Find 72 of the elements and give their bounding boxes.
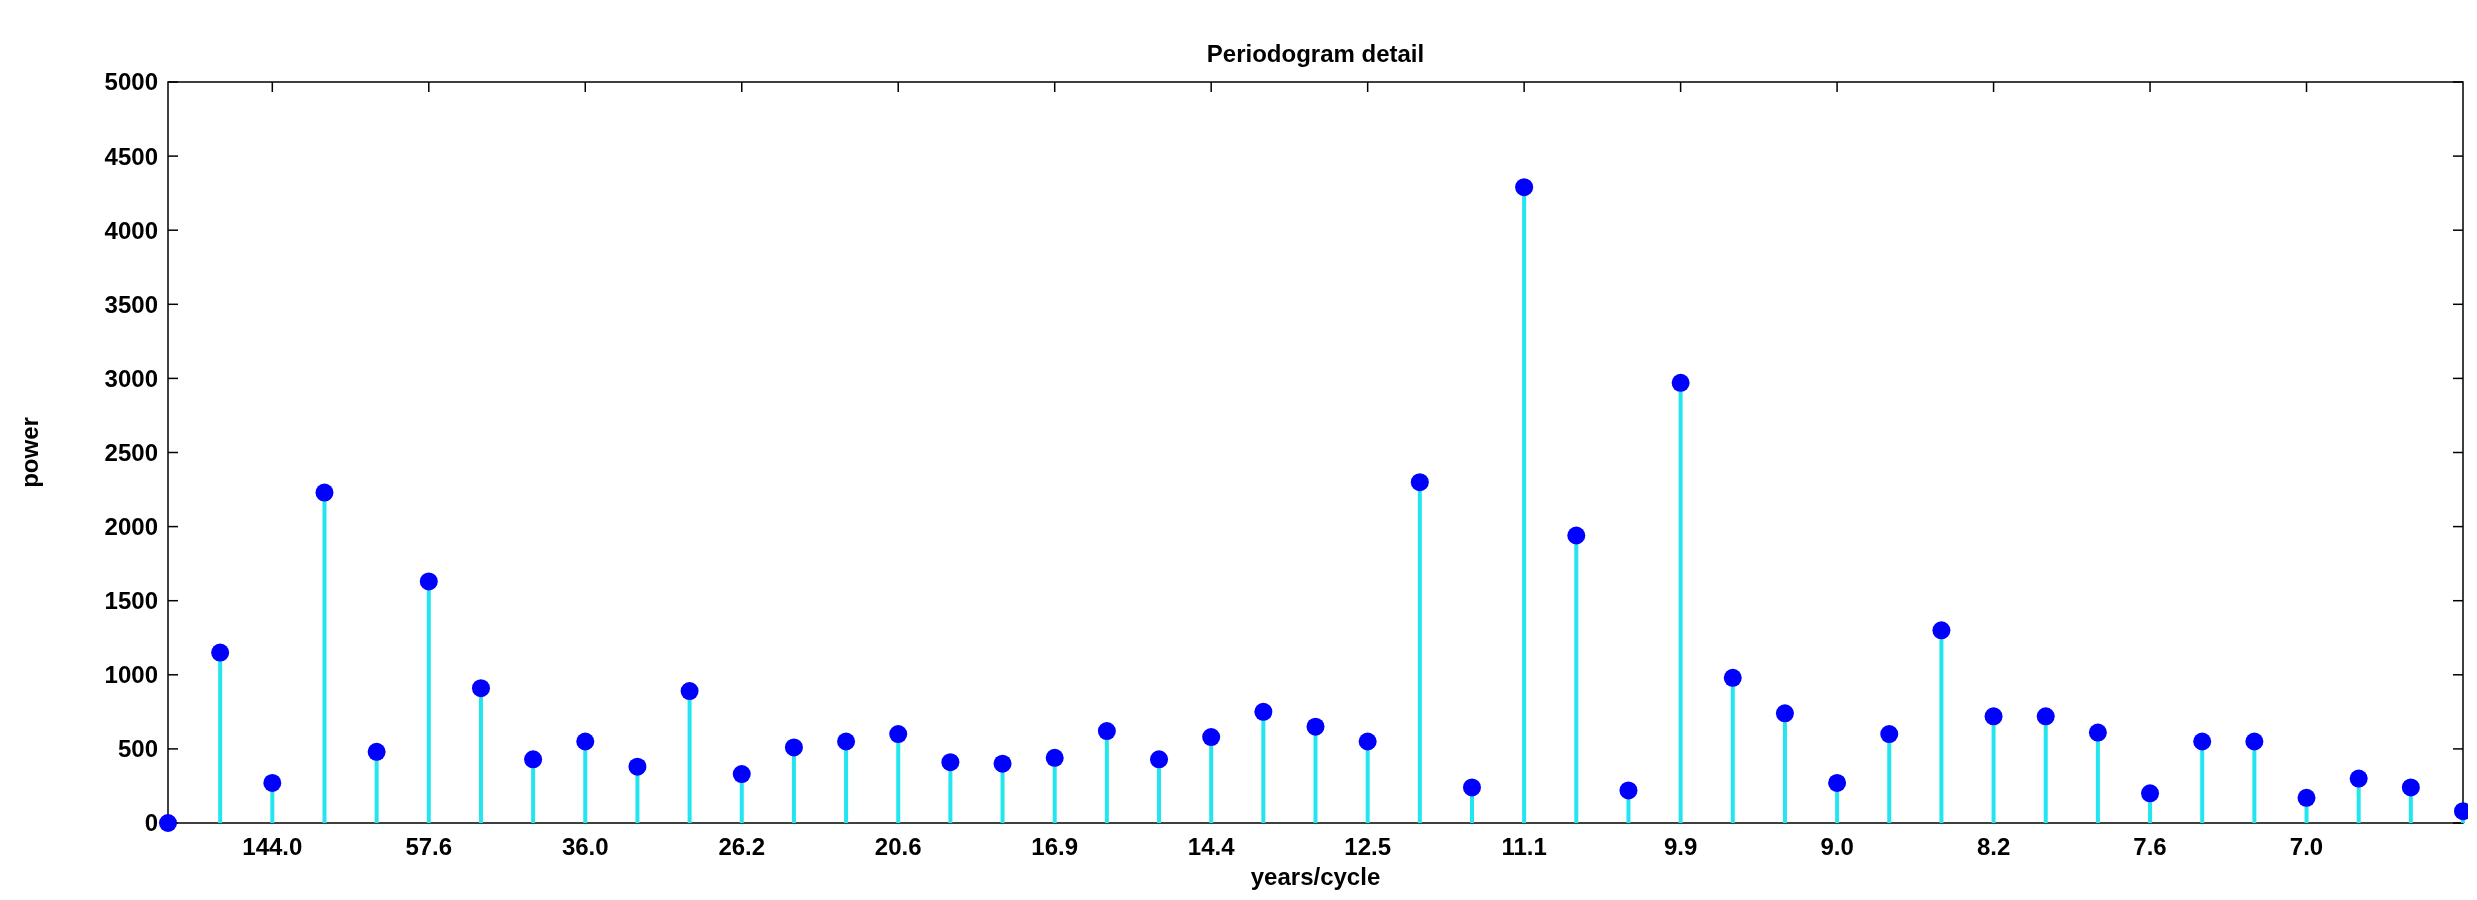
y-tick-label: 2000 [104,513,158,540]
point [1828,773,1847,792]
x-tick-label: 9.9 [1663,833,1698,860]
x-tick-label: 36.0 [561,833,609,860]
point [2297,788,2316,807]
y-tick-label: 1000 [104,661,158,689]
point [889,725,908,744]
point [471,679,490,698]
point [2193,732,2212,751]
point [732,765,751,784]
x-tick-label: 7.6 [2133,833,2167,860]
point [1619,781,1638,800]
point [628,757,647,776]
x-tick-label: 144.0 [242,833,303,860]
point [2245,732,2264,751]
y-axis-title: power [16,417,43,488]
point [1045,748,1064,767]
x-tick-label: 9.0 [1820,833,1854,860]
point [1984,707,2003,726]
point [1254,702,1273,721]
point [1462,778,1481,797]
chart-title: Periodogram detail [1206,40,1425,67]
y-tick-label: 5000 [104,68,158,96]
x-tick-label: 26.2 [718,833,766,860]
point [2401,778,2420,797]
point [993,754,1012,773]
y-tick-label: 4000 [104,216,158,244]
point [1410,473,1429,492]
y-tick-label: 3000 [104,364,158,392]
point [680,682,699,701]
x-tick-label: 14.4 [1187,833,1236,860]
point [1097,722,1116,741]
point [211,643,230,662]
y-tick-label: 4500 [104,142,158,170]
point [2036,707,2055,726]
point [1306,717,1325,736]
point [1671,373,1690,392]
y-tick-label: 3500 [104,290,158,318]
y-tick-label: 2500 [104,438,158,466]
y-tick-label: 1500 [104,587,158,615]
point [1932,621,1951,640]
point [1775,704,1794,723]
point [1515,178,1534,197]
point [784,738,803,757]
point [159,814,177,832]
point [2088,723,2107,742]
point [1567,526,1586,545]
point [1202,728,1221,747]
x-tick-label: 12.5 [1344,833,1392,860]
x-tick-label: 11.1 [1501,833,1547,860]
point [367,742,386,761]
point [1723,668,1742,687]
point [1880,725,1899,744]
x-tick-label: 20.6 [874,833,922,860]
point [2141,784,2160,803]
y-tick-label: 0 [144,809,158,837]
point [263,773,282,792]
point [941,753,960,772]
x-tick-label: 7.0 [2289,833,2324,860]
point [576,732,595,751]
point [315,483,334,502]
x-axis-title: years/cycle [1250,863,1381,890]
point [837,732,856,751]
x-tick-label: 8.2 [1976,833,2011,860]
y-tick-label: 500 [117,735,158,763]
point [524,750,543,769]
point [2349,769,2368,788]
x-tick-label: 57.6 [405,833,453,860]
point [419,572,438,591]
x-tick-label: 16.9 [1031,833,1079,860]
point [1358,732,1377,751]
point [1150,750,1169,769]
